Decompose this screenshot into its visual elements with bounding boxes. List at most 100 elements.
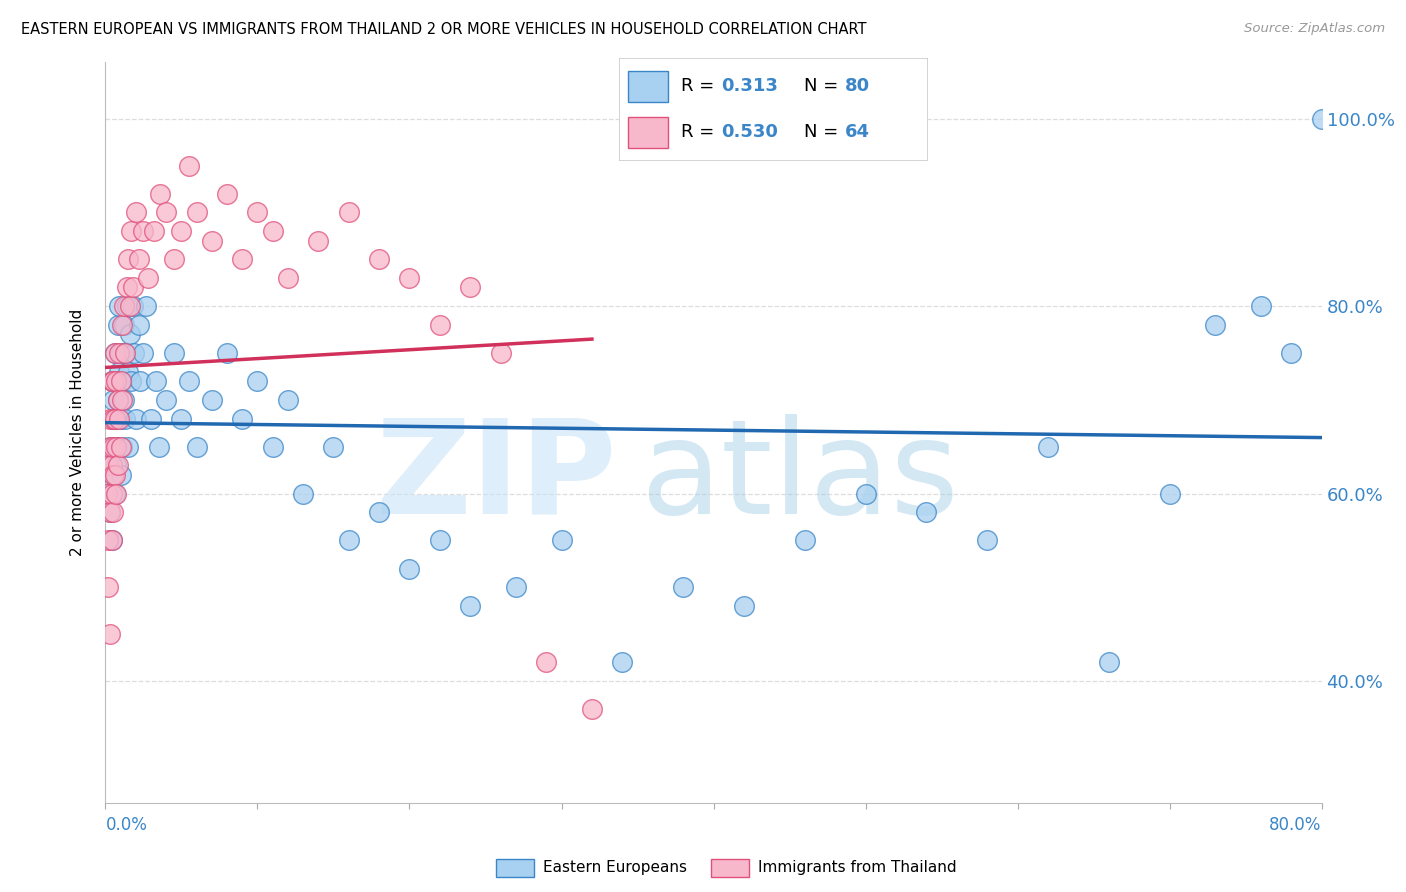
- Point: [118, 327, 141, 342]
- Point: [101, 374, 124, 388]
- Point: [115, 280, 138, 294]
- Point: [125, 411, 148, 425]
- Point: [612, 655, 634, 669]
- Point: [368, 252, 391, 267]
- Point: [97, 486, 120, 500]
- Point: [277, 271, 299, 285]
- Point: [108, 411, 131, 425]
- Point: [1310, 112, 1333, 126]
- Point: [98, 440, 121, 454]
- Point: [231, 411, 253, 425]
- Point: [96, 486, 118, 500]
- Point: [201, 234, 224, 248]
- Point: [1036, 440, 1059, 454]
- Point: [100, 458, 122, 473]
- Point: [100, 458, 122, 473]
- Point: [117, 440, 139, 454]
- Point: [550, 533, 572, 548]
- Point: [149, 186, 172, 201]
- Point: [1326, 271, 1348, 285]
- Text: Eastern Europeans: Eastern Europeans: [543, 861, 686, 875]
- Point: [97, 458, 120, 473]
- Point: [112, 392, 135, 407]
- Point: [107, 392, 129, 407]
- Point: [110, 411, 132, 425]
- Point: [100, 533, 122, 548]
- Point: [112, 318, 135, 332]
- Point: [129, 374, 152, 388]
- FancyBboxPatch shape: [496, 859, 534, 877]
- Text: N =: N =: [804, 123, 844, 141]
- Point: [124, 346, 146, 360]
- Point: [103, 411, 125, 425]
- Point: [110, 440, 132, 454]
- Point: [672, 580, 695, 594]
- Point: [112, 299, 135, 313]
- Point: [398, 561, 420, 575]
- Y-axis label: 2 or more Vehicles in Household: 2 or more Vehicles in Household: [70, 309, 84, 557]
- Point: [581, 702, 603, 716]
- Point: [98, 411, 121, 425]
- Point: [105, 411, 128, 425]
- Point: [97, 533, 120, 548]
- Point: [128, 318, 150, 332]
- Point: [103, 346, 125, 360]
- Point: [108, 346, 131, 360]
- Point: [101, 411, 124, 425]
- Point: [105, 458, 128, 473]
- Point: [107, 458, 129, 473]
- Point: [98, 505, 121, 519]
- Text: EASTERN EUROPEAN VS IMMIGRANTS FROM THAILAND 2 OR MORE VEHICLES IN HOUSEHOLD COR: EASTERN EUROPEAN VS IMMIGRANTS FROM THAI…: [21, 22, 866, 37]
- Text: 0.313: 0.313: [721, 78, 778, 95]
- Point: [458, 599, 481, 613]
- Point: [103, 346, 125, 360]
- Point: [155, 205, 177, 219]
- Point: [398, 271, 420, 285]
- Point: [976, 533, 998, 548]
- Point: [1279, 346, 1302, 360]
- Point: [246, 205, 269, 219]
- Point: [107, 440, 129, 454]
- Point: [186, 440, 208, 454]
- Point: [429, 533, 451, 548]
- Point: [177, 159, 200, 173]
- Point: [1098, 655, 1121, 669]
- Point: [136, 271, 159, 285]
- Point: [855, 486, 877, 500]
- Point: [103, 467, 125, 482]
- Text: atlas: atlas: [641, 414, 959, 541]
- Point: [231, 252, 253, 267]
- Point: [120, 374, 142, 388]
- Point: [1341, 252, 1364, 267]
- Point: [98, 627, 121, 641]
- Point: [307, 234, 329, 248]
- Point: [163, 346, 186, 360]
- Point: [100, 374, 122, 388]
- Point: [489, 346, 512, 360]
- Point: [100, 533, 122, 548]
- Point: [111, 374, 134, 388]
- Point: [107, 392, 129, 407]
- Point: [105, 374, 128, 388]
- Point: [115, 299, 138, 313]
- Point: [100, 374, 122, 388]
- Point: [148, 440, 170, 454]
- Text: Source: ZipAtlas.com: Source: ZipAtlas.com: [1244, 22, 1385, 36]
- FancyBboxPatch shape: [619, 58, 928, 161]
- Point: [536, 655, 558, 669]
- Text: 0.0%: 0.0%: [105, 815, 148, 833]
- Point: [793, 533, 815, 548]
- Point: [217, 346, 239, 360]
- Point: [101, 392, 124, 407]
- Point: [97, 580, 120, 594]
- Text: 64: 64: [845, 123, 869, 141]
- Point: [277, 392, 299, 407]
- Point: [145, 374, 167, 388]
- Point: [458, 280, 481, 294]
- Point: [143, 224, 166, 238]
- Point: [114, 411, 136, 425]
- Point: [107, 318, 129, 332]
- Point: [733, 599, 755, 613]
- Point: [125, 205, 148, 219]
- Point: [322, 440, 344, 454]
